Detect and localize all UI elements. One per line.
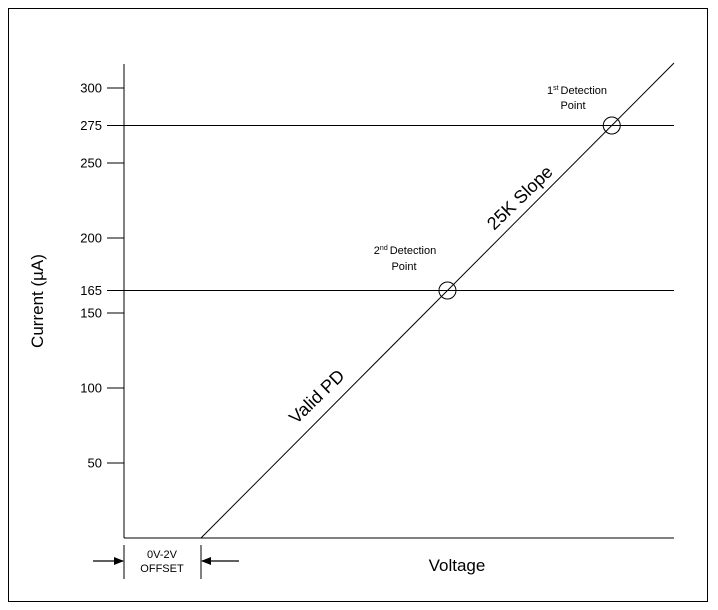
y-tick-label-275: 275 bbox=[80, 118, 102, 133]
x-axis-label: Voltage bbox=[429, 556, 486, 575]
slope-series-line bbox=[200, 62, 675, 539]
chart-svg: Voltage Current (µA) 300 275 250 200 165 150 1… bbox=[28, 62, 675, 579]
slope-label-lower: Valid PD bbox=[285, 366, 348, 428]
detection-point-2-marker bbox=[438, 281, 457, 300]
y-tick-label-300: 300 bbox=[80, 81, 102, 96]
y-tick-label-165: 165 bbox=[80, 283, 102, 298]
y-tick-label-250: 250 bbox=[80, 156, 102, 171]
chart-frame: Voltage Current (µA) 300 275 250 200 165 150 1… bbox=[8, 8, 708, 602]
y-tick-group: 300 275 250 200 165 150 100 50 bbox=[80, 81, 124, 471]
detection-point-1-label-line2: Point bbox=[560, 100, 585, 112]
y-tick-label-50: 50 bbox=[88, 456, 102, 471]
slope-label-upper: 25K Slope bbox=[483, 162, 557, 234]
y-axis-label: Current (µA) bbox=[28, 254, 47, 348]
detection-point-1-marker bbox=[602, 116, 621, 135]
detection-point-1-label: 1st Detection bbox=[547, 85, 607, 97]
y-tick-label-100: 100 bbox=[80, 381, 102, 396]
y-tick-label-200: 200 bbox=[80, 231, 102, 246]
offset-range-label: 0V-2V bbox=[147, 549, 178, 561]
offset-label: OFFSET bbox=[140, 563, 184, 575]
y-tick-label-150: 150 bbox=[80, 306, 102, 321]
detection-point-2-label: 2nd Detection bbox=[374, 245, 436, 257]
reference-lines bbox=[124, 125, 674, 291]
detection-point-2-label-line2: Point bbox=[391, 261, 416, 273]
